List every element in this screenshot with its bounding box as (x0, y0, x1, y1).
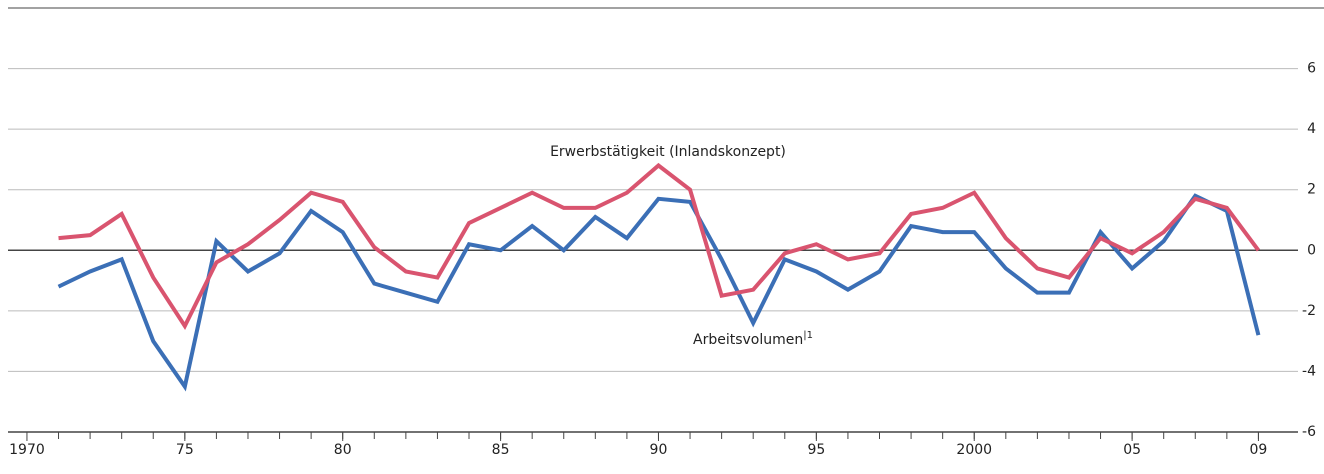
x-tick-label: 75 (176, 442, 194, 458)
x-tick-label: 95 (807, 442, 825, 458)
y-tick-label: -2 (1302, 303, 1316, 319)
x-tick-label: 2000 (956, 442, 992, 458)
line-series (58, 162, 1261, 331)
x-tick-label: 80 (334, 442, 352, 458)
line-series (57, 193, 1261, 392)
x-tick-label: 85 (492, 442, 510, 458)
y-tick-label: 0 (1307, 242, 1316, 258)
x-tick-label: 1970 (9, 442, 45, 458)
series-label: Arbeitsvolumen|1 (693, 330, 813, 348)
y-tick-label: 4 (1307, 121, 1316, 137)
series-label-text: Arbeitsvolumen (693, 332, 803, 348)
x-tick-label: 09 (1250, 442, 1268, 458)
x-tick-label: 90 (650, 442, 668, 458)
y-tick-label: -4 (1302, 363, 1316, 379)
y-tick-label: -6 (1302, 424, 1316, 440)
series-label: Erwerbstätigkeit (Inlandskonzept) (550, 144, 786, 160)
y-tick-label: 2 (1307, 182, 1316, 198)
y-tick-label: 6 (1307, 61, 1316, 77)
footnote-mark: |1 (803, 330, 813, 341)
x-tick-label: 05 (1123, 442, 1141, 458)
